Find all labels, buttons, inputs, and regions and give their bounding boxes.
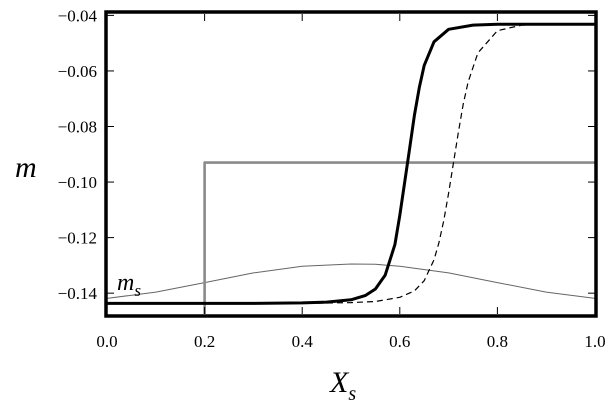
x-tick-label: 0.8 bbox=[487, 332, 508, 351]
x-axis-title: Xs bbox=[329, 366, 356, 405]
x-tick-label: 0.2 bbox=[194, 332, 215, 351]
y-tick-label: −0.06 bbox=[58, 62, 97, 81]
y-tick-label: −0.12 bbox=[58, 229, 97, 248]
series-thin-gray bbox=[106, 263, 596, 299]
ms-annotation-main: m bbox=[117, 270, 134, 296]
x-tick-label: 0.6 bbox=[389, 332, 410, 351]
x-axis-title-main: X bbox=[329, 366, 350, 399]
x-axis-ticks: 0.0 0.2 0.4 0.6 0.8 1.0 bbox=[96, 14, 606, 351]
plot-frame bbox=[104, 10, 598, 318]
series-dashed bbox=[107, 23, 595, 304]
y-axis-ticks: −0.14 −0.12 −0.10 −0.08 −0.06 −0.04 bbox=[58, 6, 595, 303]
y-tick-label: −0.10 bbox=[58, 173, 97, 192]
y-axis-title: m bbox=[15, 151, 37, 184]
x-tick-label: 0.4 bbox=[292, 332, 314, 351]
series-thick-solid bbox=[107, 22, 595, 305]
x-tick-label: 1.0 bbox=[584, 332, 605, 351]
ms-annotation-subscript: s bbox=[134, 281, 141, 300]
x-axis-title-subscript: s bbox=[348, 383, 356, 405]
y-tick-label: −0.14 bbox=[58, 284, 98, 303]
series-gray-step bbox=[203, 161, 595, 314]
ms-annotation: ms bbox=[117, 270, 141, 300]
y-tick-label: −0.08 bbox=[58, 118, 97, 137]
x-tick-label: 0.0 bbox=[96, 332, 117, 351]
y-tick-label: −0.04 bbox=[58, 6, 98, 25]
plot-curves bbox=[106, 22, 596, 314]
